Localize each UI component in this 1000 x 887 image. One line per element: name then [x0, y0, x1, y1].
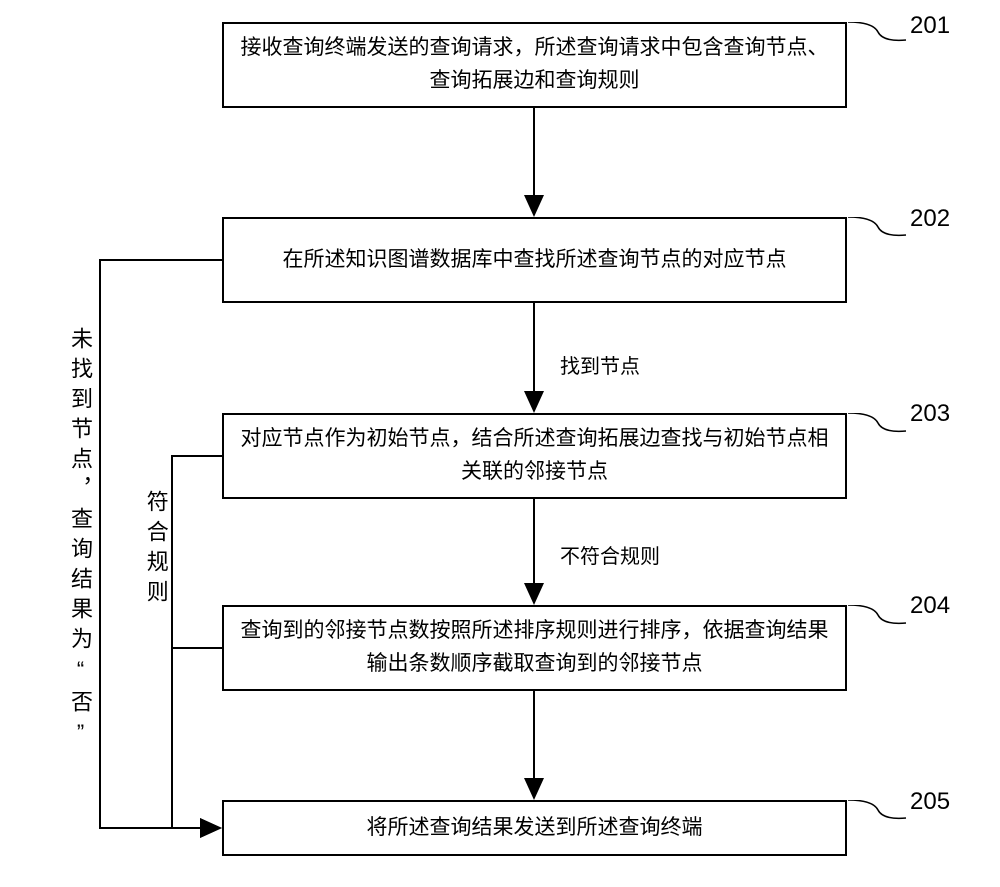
node-text: 在所述知识图谱数据库中查找所述查询节点的对应节点 [283, 244, 787, 277]
curly-204 [848, 605, 908, 647]
node-text: 将所述查询结果发送到所述查询终端 [367, 812, 703, 845]
curly-201 [848, 22, 908, 64]
node-text: 接收查询终端发送的查询请求，所述查询请求中包含查询节点、查询拓展边和查询规则 [238, 32, 831, 97]
curly-203 [848, 413, 908, 455]
curly-205 [848, 800, 908, 842]
step-label-204: 204 [910, 592, 950, 620]
flow-node-203: 对应节点作为初始节点，结合所述查询拓展边查找与初始节点相关联的邻接节点 [222, 413, 847, 499]
step-label-203: 203 [910, 400, 950, 428]
vlabel-outer: 未找到节点，查询结果为“否” [45, 327, 95, 753]
step-label-202: 202 [910, 205, 950, 233]
feedback-inner-top [172, 456, 222, 828]
step-label-201: 201 [910, 12, 950, 40]
node-text: 查询到的邻接节点数按照所述排序规则进行排序，依据查询结果输出条数顺序截取查询到的… [238, 615, 831, 680]
edge-label-notmatch: 不符合规则 [560, 540, 660, 569]
flow-node-204: 查询到的邻接节点数按照所述排序规则进行排序，依据查询结果输出条数顺序截取查询到的… [222, 605, 847, 691]
vlabel-inner: 符合规则 [140, 490, 171, 610]
step-label-205: 205 [910, 788, 950, 816]
curly-202 [848, 217, 908, 259]
flow-node-201: 接收查询终端发送的查询请求，所述查询请求中包含查询节点、查询拓展边和查询规则 [222, 22, 847, 108]
flow-node-202: 在所述知识图谱数据库中查找所述查询节点的对应节点 [222, 217, 847, 303]
node-text: 对应节点作为初始节点，结合所述查询拓展边查找与初始节点相关联的邻接节点 [238, 423, 831, 488]
edge-label-found: 找到节点 [560, 350, 640, 379]
flow-node-205: 将所述查询结果发送到所述查询终端 [222, 800, 847, 856]
